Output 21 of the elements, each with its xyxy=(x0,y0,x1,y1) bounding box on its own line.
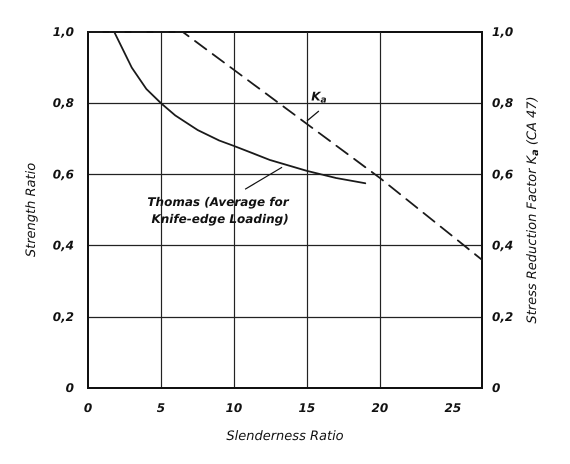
y2-tick-label: 0,2 xyxy=(492,310,514,324)
y-tick-label: 0,8 xyxy=(52,96,74,110)
y-tick-label: 0,6 xyxy=(52,167,74,182)
y-axis-title: Strength Ratio xyxy=(24,162,39,258)
x-axis-title: Slenderness Ratio xyxy=(226,429,344,444)
y2-tick-label: 0 xyxy=(492,381,500,395)
x-tick-label: 20 xyxy=(372,401,388,415)
y2-tick-label: 0,6 xyxy=(492,167,514,182)
y2-axis-title: Stress Reduction Factor Ka (CA 47) xyxy=(524,96,541,324)
y-tick-label: 1,0 xyxy=(52,25,74,39)
x-tick-label: 25 xyxy=(444,401,462,415)
x-tick-label: 5 xyxy=(156,401,166,415)
x-tick-label: 10 xyxy=(226,401,242,415)
y-tick-label: 0 xyxy=(66,381,74,395)
y2-tick-label: 1,0 xyxy=(492,25,514,39)
y-tick-label: 0,2 xyxy=(52,310,74,324)
y2-tick-label: 0,4 xyxy=(492,238,514,253)
y-tick-label: 0,4 xyxy=(52,238,74,253)
x-tick-label: 0 xyxy=(84,401,92,415)
y2-tick-label: 0,8 xyxy=(492,96,514,110)
x-tick-label: 15 xyxy=(298,401,316,415)
